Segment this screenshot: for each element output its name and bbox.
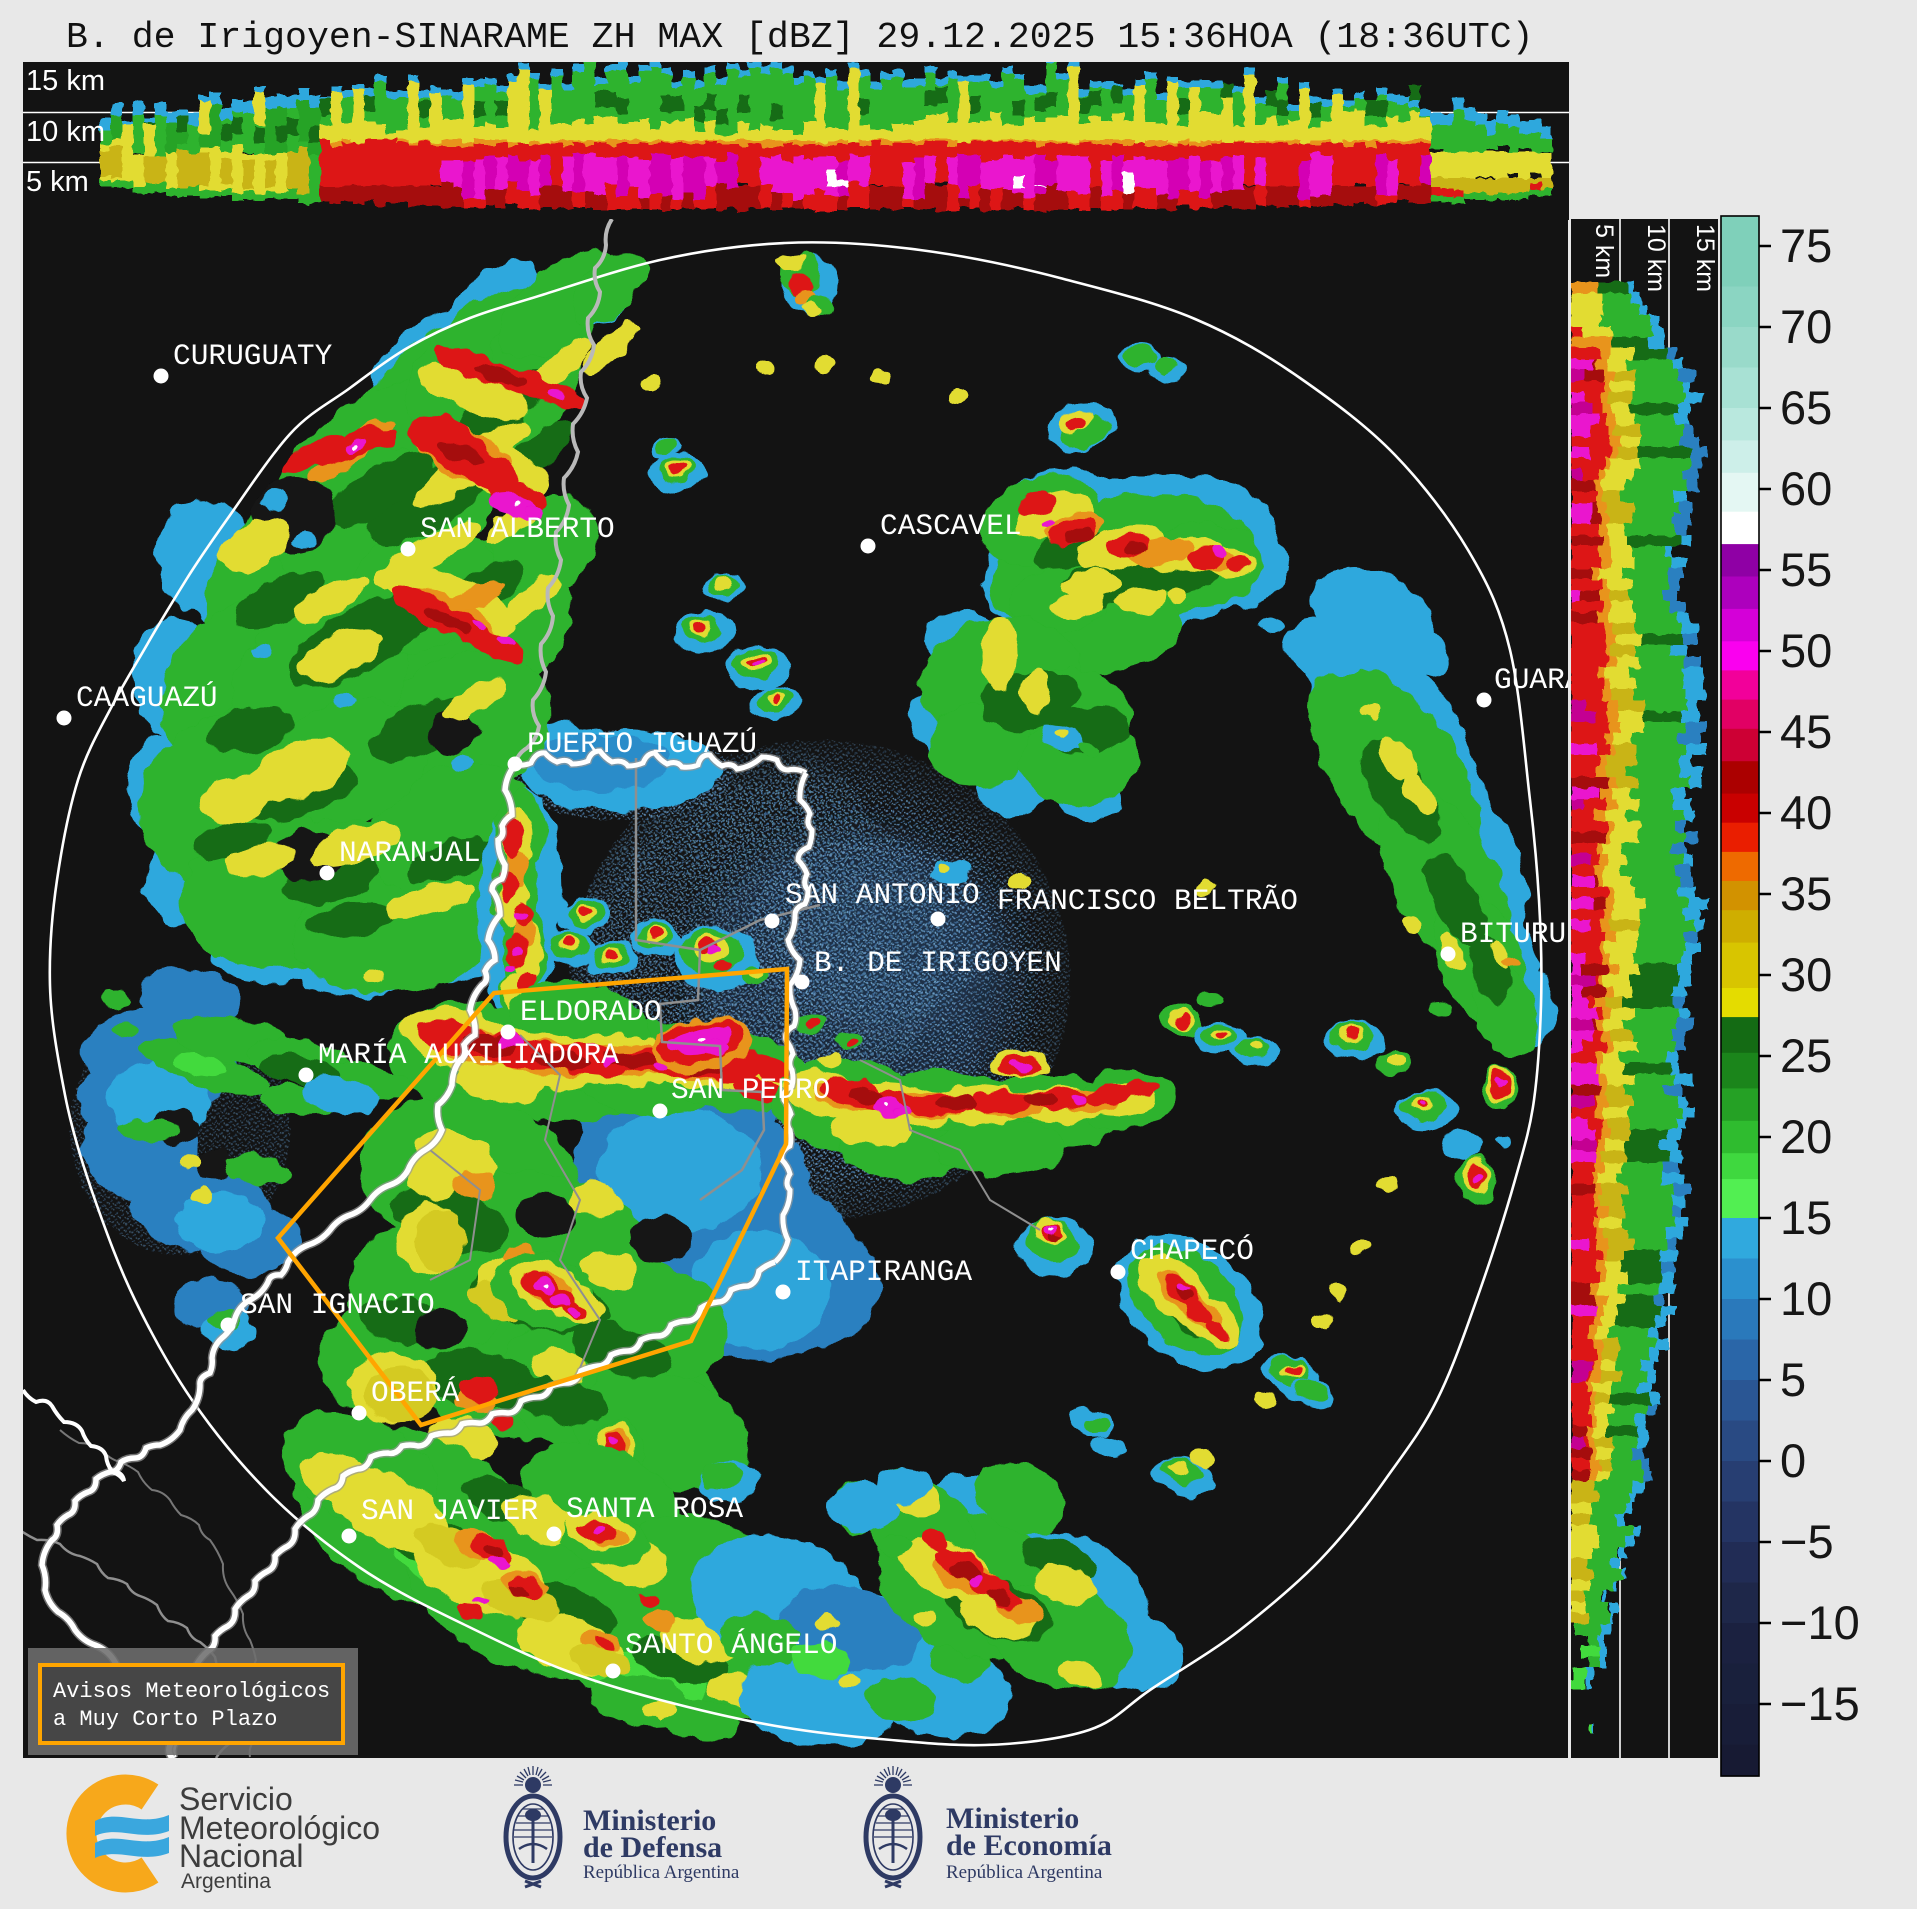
svg-text:25: 25 — [1780, 1029, 1832, 1082]
svg-text:PUERTO IGUAZÚ: PUERTO IGUAZÚ — [527, 727, 757, 761]
svg-text:BITURUNA: BITURUNA — [1460, 917, 1602, 951]
svg-text:MARÍA AUXILIADORA: MARÍA AUXILIADORA — [318, 1038, 619, 1072]
svg-text:Avisos Meteorológicos: Avisos Meteorológicos — [53, 1679, 330, 1704]
svg-text:15 km: 15 km — [1691, 224, 1719, 292]
svg-text:10: 10 — [1780, 1272, 1832, 1325]
svg-text:Ministerio: Ministerio — [583, 1804, 716, 1837]
svg-text:Servicio: Servicio — [179, 1781, 293, 1817]
svg-text:40: 40 — [1780, 786, 1832, 839]
svg-text:OBERÁ: OBERÁ — [371, 1376, 460, 1410]
svg-text:−15: −15 — [1780, 1677, 1860, 1730]
svg-text:−5: −5 — [1780, 1515, 1834, 1568]
svg-text:de Defensa: de Defensa — [583, 1831, 722, 1864]
svg-text:ELDORADO: ELDORADO — [520, 995, 662, 1029]
svg-text:SAN ALBERTO: SAN ALBERTO — [420, 512, 615, 546]
svg-text:República Argentina: República Argentina — [946, 1862, 1103, 1883]
svg-text:70: 70 — [1780, 300, 1832, 353]
svg-text:NARANJAL: NARANJAL — [339, 836, 481, 870]
svg-text:SANTA ROSA: SANTA ROSA — [566, 1492, 743, 1526]
svg-text:CASCAVEL: CASCAVEL — [880, 509, 1022, 543]
svg-text:30: 30 — [1780, 948, 1832, 1001]
svg-text:60: 60 — [1780, 462, 1832, 515]
svg-text:SAN IGNACIO: SAN IGNACIO — [240, 1288, 435, 1322]
svg-text:Meteorológico: Meteorológico — [179, 1810, 380, 1846]
svg-text:20: 20 — [1780, 1110, 1832, 1163]
svg-text:B. DE IRIGOYEN: B. DE IRIGOYEN — [814, 946, 1062, 980]
svg-text:10 km: 10 km — [1642, 224, 1670, 292]
svg-text:CURUGUATY: CURUGUATY — [173, 339, 333, 373]
svg-text:5 km: 5 km — [1590, 224, 1618, 278]
svg-text:SANTO ÁNGELO: SANTO ÁNGELO — [625, 1628, 837, 1662]
svg-text:5 km: 5 km — [26, 166, 89, 198]
svg-text:GUARANIAÇU: GUARANIAÇU — [1494, 663, 1671, 697]
svg-text:CAAGUAZÚ: CAAGUAZÚ — [76, 681, 218, 715]
svg-text:SAN PEDRO: SAN PEDRO — [671, 1073, 830, 1107]
svg-text:SAN JAVIER: SAN JAVIER — [361, 1494, 538, 1528]
svg-text:B. de Irigoyen-SINARAME ZH MAX: B. de Irigoyen-SINARAME ZH MAX [dBZ] 29.… — [66, 17, 1534, 58]
svg-text:35: 35 — [1780, 867, 1832, 920]
svg-text:ITAPIRANGA: ITAPIRANGA — [795, 1255, 972, 1289]
svg-text:Nacional: Nacional — [179, 1838, 304, 1874]
svg-text:65: 65 — [1780, 381, 1832, 434]
svg-text:0: 0 — [1780, 1434, 1806, 1487]
svg-text:15 km: 15 km — [26, 65, 105, 97]
svg-text:15: 15 — [1780, 1191, 1832, 1244]
svg-text:CHAPECÓ: CHAPECÓ — [1130, 1234, 1254, 1268]
svg-text:FRANCISCO BELTRÃO: FRANCISCO BELTRÃO — [997, 884, 1298, 918]
svg-text:50: 50 — [1780, 624, 1832, 677]
svg-text:SAN ANTONIO: SAN ANTONIO — [785, 878, 980, 912]
svg-text:5: 5 — [1780, 1353, 1806, 1406]
svg-text:de Economía: de Economía — [946, 1829, 1112, 1862]
svg-text:República Argentina: República Argentina — [583, 1862, 740, 1883]
svg-text:Argentina: Argentina — [181, 1870, 271, 1893]
svg-text:a Muy Corto Plazo: a Muy Corto Plazo — [53, 1707, 277, 1732]
svg-text:55: 55 — [1780, 543, 1832, 596]
svg-text:10 km: 10 km — [26, 116, 105, 148]
svg-text:75: 75 — [1780, 219, 1832, 272]
svg-text:Ministerio: Ministerio — [946, 1802, 1079, 1835]
svg-text:−10: −10 — [1780, 1596, 1860, 1649]
svg-text:45: 45 — [1780, 705, 1832, 758]
